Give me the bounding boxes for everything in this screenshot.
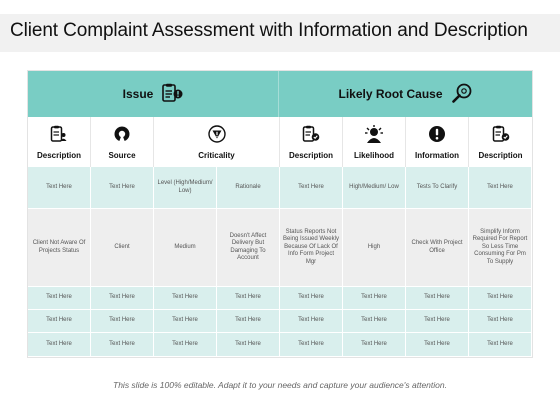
table-cell: Text Here — [154, 287, 217, 310]
table-cell: Text Here — [469, 310, 532, 333]
clipboard-check-icon — [469, 125, 532, 143]
table-cell: Doesn't Affect Delivery But Damaging To … — [217, 209, 280, 287]
column-label: Information — [415, 151, 459, 160]
column-label: Description — [36, 151, 81, 160]
table-cell: Text Here — [343, 310, 406, 333]
table-cell: Text Here — [217, 287, 280, 310]
group-header-issue: Issue — [28, 71, 278, 117]
table-cell: Rationale — [217, 167, 280, 209]
column-header-criticality: Criticality — [154, 117, 280, 167]
exclamation-circle-icon — [406, 125, 468, 143]
table-cell: Client — [91, 209, 154, 287]
group-divider — [278, 71, 279, 117]
column-header-description-3: Description — [469, 117, 532, 167]
table-cell: Text Here — [154, 310, 217, 333]
column-label: Description — [288, 151, 333, 160]
clipboard-alert-icon — [161, 83, 183, 106]
column-header-description-1: Description — [28, 117, 91, 167]
column-label: Criticality — [198, 151, 235, 160]
table-cell: Text Here — [280, 287, 343, 310]
table-cell: Text Here — [469, 167, 532, 209]
clipboard-check-icon — [280, 125, 342, 143]
table-cell: Text Here — [343, 333, 406, 357]
table-cell: Text Here — [406, 333, 469, 357]
table-cell: Text Here — [343, 287, 406, 310]
column-header-source: Source — [91, 117, 154, 167]
column-header-likelihood: Likelihood — [343, 117, 406, 167]
table-cell: Text Here — [469, 287, 532, 310]
head-gears-icon — [343, 125, 405, 143]
table-cell: Text Here — [91, 287, 154, 310]
table-cell: Text Here — [91, 333, 154, 357]
table-cell: Text Here — [217, 333, 280, 357]
table-cell: Text Here — [280, 167, 343, 209]
table-cell: Text Here — [28, 333, 91, 357]
magnifier-icon — [451, 83, 473, 106]
target-icon — [91, 125, 153, 143]
table-cell: Medium — [154, 209, 217, 287]
table-cell: Text Here — [91, 167, 154, 209]
table-cell: Client Not Aware Of Projects Status — [28, 209, 91, 287]
table-cell: Tests To Clarify — [406, 167, 469, 209]
table-cell: High/Medium/ Low — [343, 167, 406, 209]
table-cell: Text Here — [217, 310, 280, 333]
column-label: Description — [478, 151, 523, 160]
column-header-description-2: Description — [280, 117, 343, 167]
table-cell: Text Here — [469, 333, 532, 357]
footer-note: This slide is 100% editable. Adapt it to… — [113, 380, 447, 390]
table-cell: Text Here — [154, 333, 217, 357]
group-header-root-cause: Likely Root Cause — [279, 71, 532, 117]
table-cell: Check With Project Office — [406, 209, 469, 287]
table-cell: Text Here — [406, 287, 469, 310]
table-cell: Text Here — [91, 310, 154, 333]
group-label-root-cause: Likely Root Cause — [338, 87, 443, 101]
table-cell: Text Here — [406, 310, 469, 333]
column-label: Source — [108, 151, 136, 160]
warning-triangle-icon — [154, 125, 279, 143]
table-cell: Text Here — [280, 333, 343, 357]
title-bar: Client Complaint Assessment with Informa… — [0, 14, 560, 52]
table-cell: Text Here — [28, 310, 91, 333]
table-cell: Level (High/Medium/ Low) — [154, 167, 217, 209]
column-label: Likelihood — [354, 151, 394, 160]
table-cell: Text Here — [28, 287, 91, 310]
table-cell: Status Reports Not Being Issued Weekly B… — [280, 209, 343, 287]
assessment-table: Issue Likely Root Cause — [27, 70, 533, 358]
group-label-issue: Issue — [122, 87, 154, 101]
table-cell: High — [343, 209, 406, 287]
page-title: Client Complaint Assessment with Informa… — [10, 20, 528, 41]
clipboard-person-icon — [28, 125, 90, 143]
column-header-information: Information — [406, 117, 469, 167]
table-cell: Text Here — [280, 310, 343, 333]
table-cell: Simplify Inform Required For Report So L… — [469, 209, 532, 287]
table-cell: Text Here — [28, 167, 91, 209]
